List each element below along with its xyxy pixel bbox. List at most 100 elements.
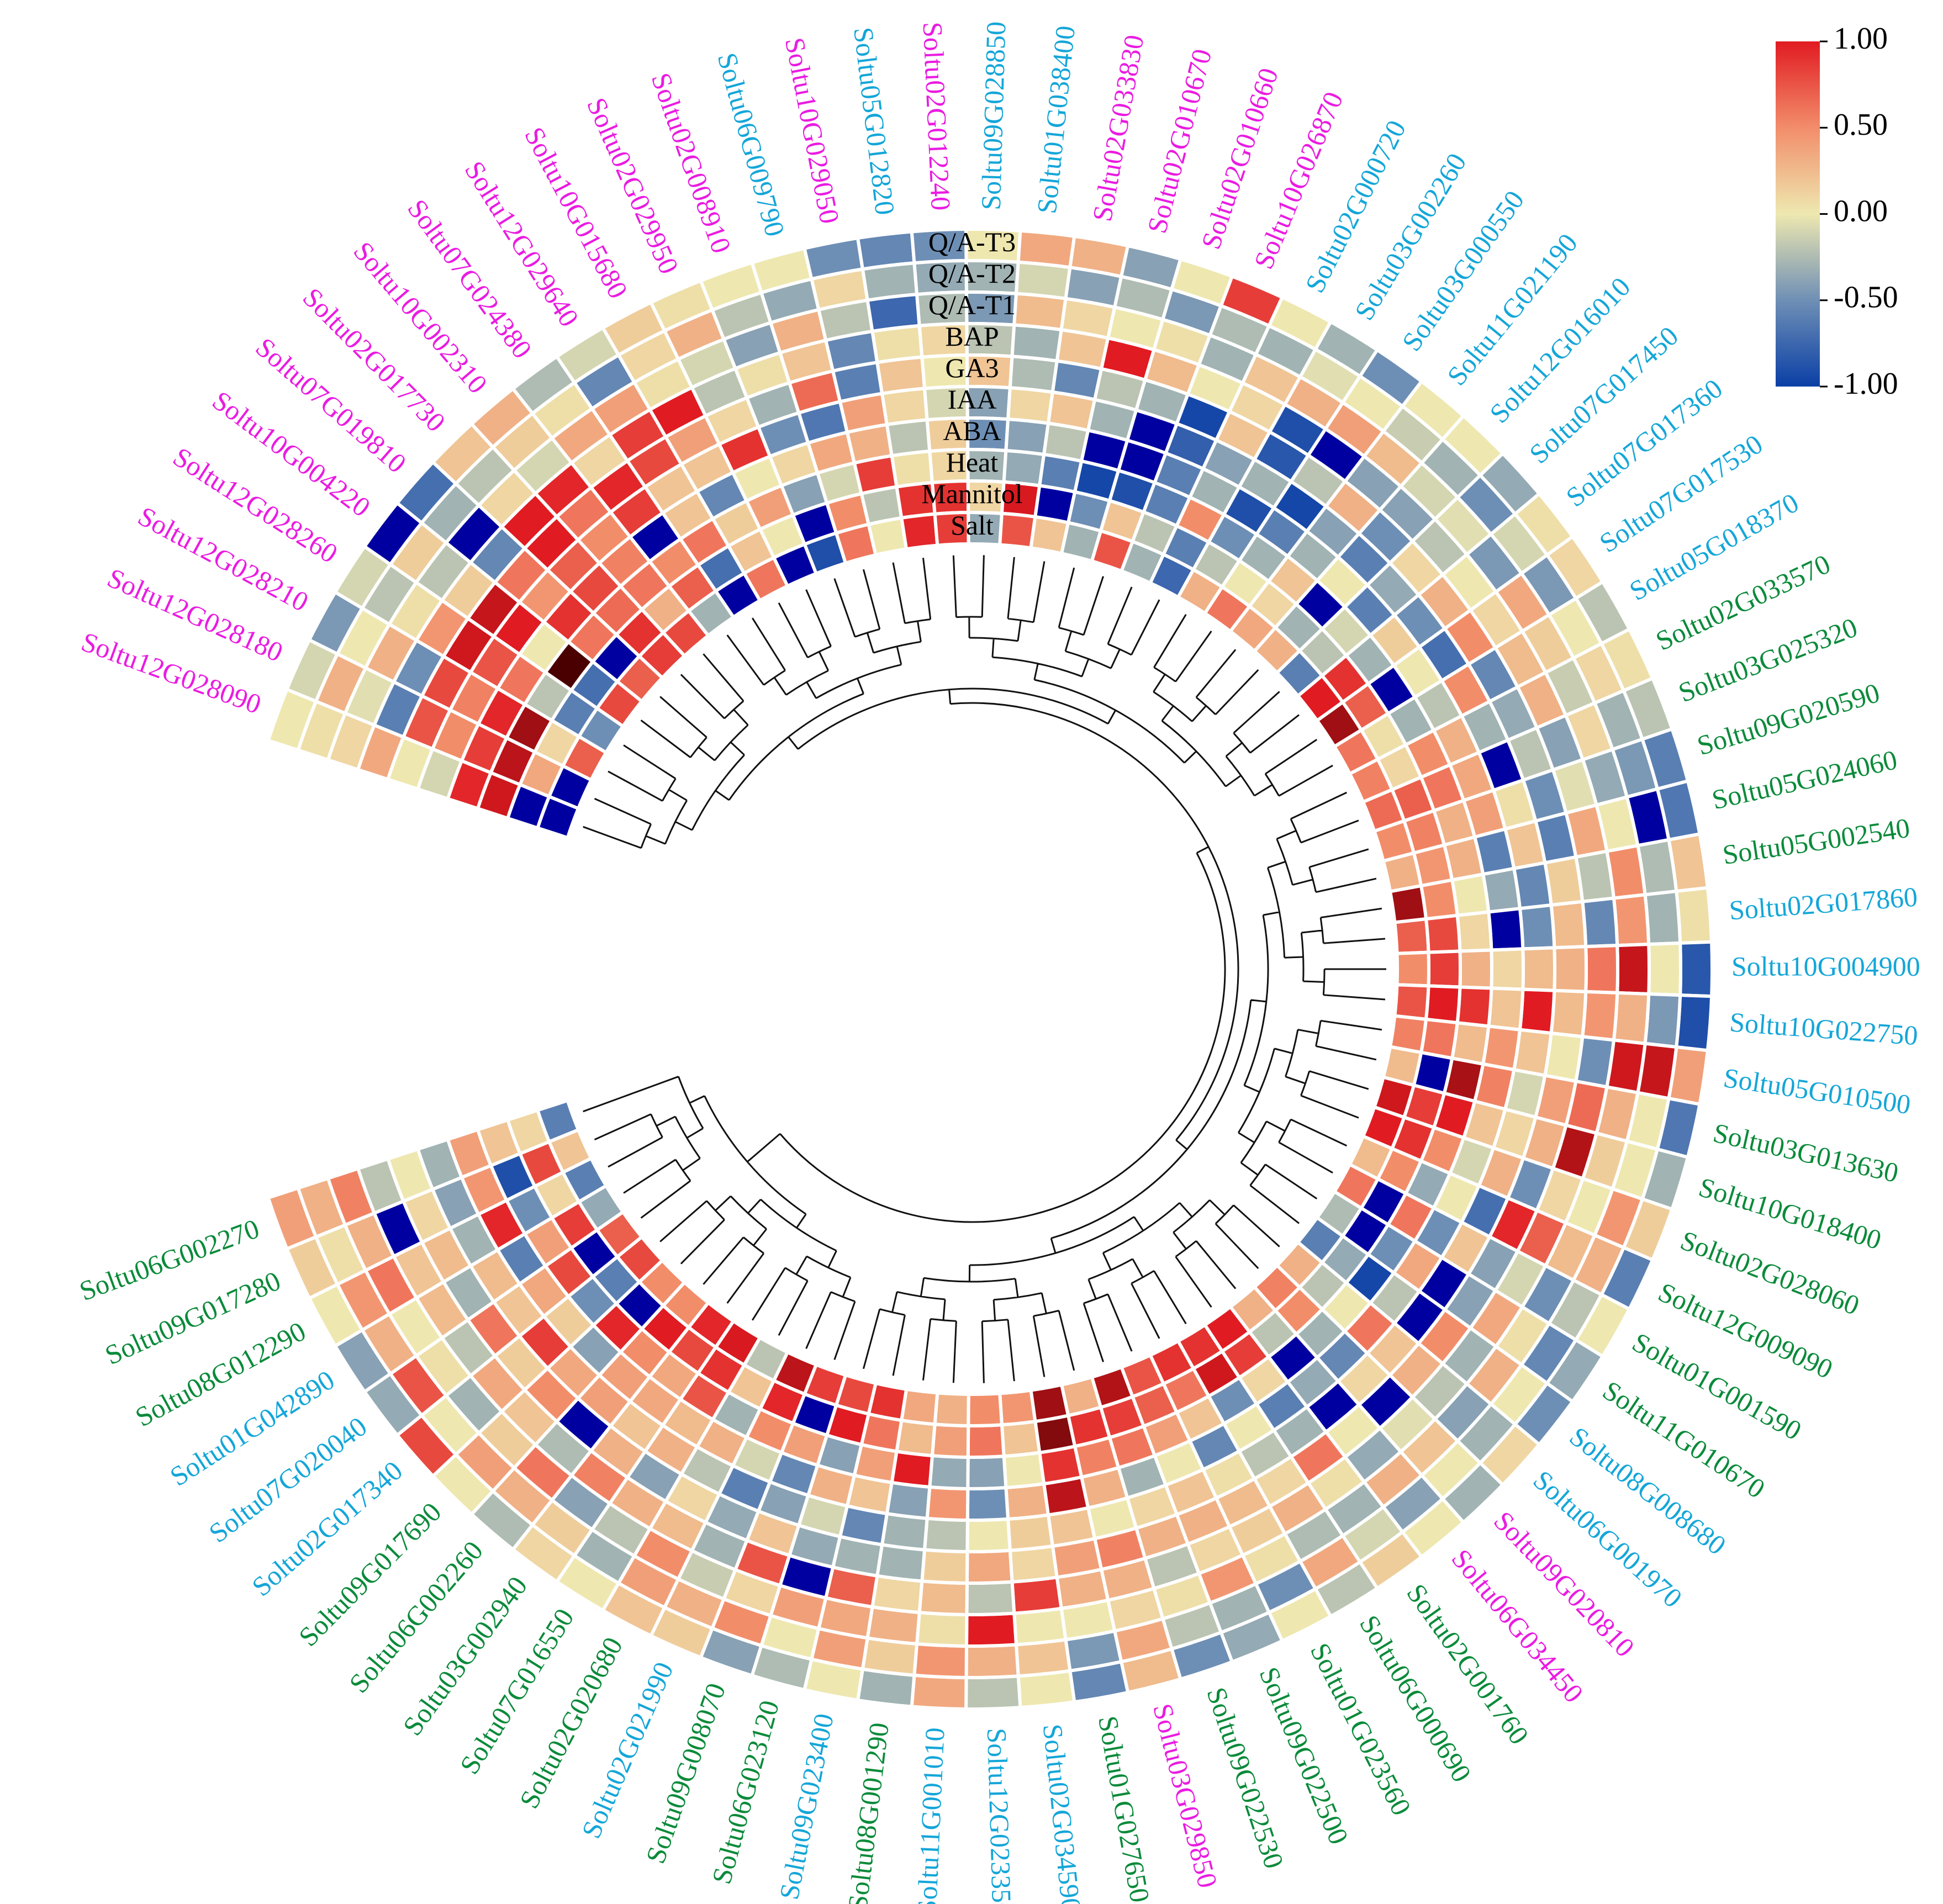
heatmap-cell [1584, 943, 1619, 995]
heatmap-cell [915, 1610, 969, 1648]
heatmap-cell [966, 1423, 1006, 1459]
gene-label: Soltu03G013630 [1710, 1117, 1902, 1188]
heatmap-cell [910, 1673, 968, 1711]
gene-label: Soltu10G029050 [779, 35, 846, 226]
condition-label: ABA [943, 415, 1001, 446]
dendrogram [583, 555, 1386, 1383]
condition-label: Heat [946, 447, 998, 478]
gene-label: Soltu10G022750 [1729, 1006, 1919, 1051]
heatmap-cell [1674, 886, 1714, 945]
heatmap-cell [928, 1453, 970, 1490]
heatmap-cell [1486, 906, 1525, 952]
heatmap-cell [966, 1454, 1008, 1490]
heatmap-cell [1004, 417, 1050, 457]
gene-label: Soltu02G034590 [1037, 1722, 1087, 1904]
heatmap-cell [1674, 993, 1714, 1053]
colorbar-ticks: 1.00 0.50 0.00 -0.50 -1.00 [1820, 22, 1898, 401]
heatmap-cell [1424, 913, 1462, 954]
heatmap-cell [1458, 948, 1494, 990]
condition-label: Mannitol [921, 478, 1022, 509]
condition-label: Salt [951, 510, 994, 541]
heatmap-cell [1549, 988, 1588, 1039]
condition-label: BAP [945, 321, 999, 352]
gene-label: Soltu11G001010 [911, 1727, 951, 1904]
heatmap-cell [925, 1485, 970, 1522]
dendrogram-branches [583, 555, 1386, 1383]
heatmap-cell [1455, 910, 1493, 953]
heatmap-cell [1427, 949, 1462, 989]
heatmap-cell [1455, 985, 1493, 1028]
heatmap-cell [965, 1517, 1012, 1553]
heatmap-cell [895, 1418, 937, 1458]
condition-label: Q/A-T3 [928, 226, 1016, 257]
gene-label: Soltu05G002540 [1720, 812, 1912, 870]
heatmap-cell [1518, 987, 1556, 1035]
colorbar-legend: 1.00 0.50 0.00 -0.50 -1.00 [1776, 22, 1898, 401]
heatmap-cell [933, 1391, 970, 1427]
heatmap-cell [1006, 1513, 1055, 1552]
heatmap-cell [1518, 903, 1556, 951]
condition-label: Q/A-T2 [928, 258, 1016, 289]
heatmap-cell [1395, 950, 1430, 988]
gene-label: Soltu02G017860 [1728, 881, 1919, 926]
colorbar-tick-label: 0.00 [1834, 194, 1888, 228]
heatmap-cell [1643, 889, 1682, 946]
heatmap-cell [998, 1388, 1037, 1427]
colorbar-tick-label: 0.50 [1834, 108, 1888, 142]
heatmap-cell [964, 1674, 1022, 1711]
heatmap-cell [965, 1580, 1016, 1616]
heatmap-cell [1004, 1482, 1050, 1521]
condition-label: IAA [948, 384, 997, 415]
heatmap-cell [1643, 992, 1682, 1049]
heatmap-cell [1388, 884, 1428, 924]
gene-label: Soltu09G023400 [773, 1711, 839, 1902]
condition-labels: Q/A-T3Q/A-T2Q/A-T1BAPGA3IAAABAHeatMannit… [921, 226, 1022, 541]
heatmap-cell [1002, 1451, 1046, 1490]
gene-label: Soltu01G038400 [1031, 24, 1081, 215]
heatmap-cell [1615, 942, 1651, 996]
heatmap-cell [1580, 990, 1619, 1042]
heatmap-cell [1424, 984, 1462, 1025]
gene-label: Soltu02G010670 [1141, 46, 1217, 236]
gene-label: Soltu08G001290 [842, 1721, 895, 1904]
heatmap-cell [1553, 945, 1588, 993]
heatmap-cell [1486, 986, 1525, 1032]
colorbar-tick-label: -0.50 [1834, 281, 1898, 315]
heatmap-cell [922, 1516, 969, 1553]
gene-label: Soltu01G027650 [1092, 1713, 1156, 1904]
heatmap-cell [965, 1485, 1010, 1522]
gene-label: Soltu02G012240 [917, 22, 957, 211]
gene-label: Soltu10G004900 [1731, 950, 1920, 981]
gene-label: Soltu02G033830 [1086, 33, 1150, 224]
gene-label: Soltu05G010500 [1722, 1062, 1913, 1120]
heatmap-cell [917, 1579, 969, 1616]
heatmap-cell [912, 1642, 969, 1679]
heatmap-cell [1029, 1383, 1070, 1424]
heatmap-cell [1521, 946, 1557, 992]
condition-label: GA3 [945, 352, 999, 383]
heatmap-cell [1393, 983, 1430, 1022]
gene-label: Soltu03G029850 [1147, 1700, 1223, 1891]
heatmap-cell [964, 1643, 1020, 1679]
heatmap-cell [899, 512, 939, 551]
heatmap-cell [1678, 940, 1714, 998]
heatmap-cell [967, 1392, 1004, 1427]
colorbar-tick-label: -1.00 [1834, 367, 1898, 401]
condition-label: Q/A-T1 [928, 289, 1016, 320]
heatmap-cells [266, 228, 1714, 1711]
gene-label: Soltu09G028850 [975, 21, 1012, 210]
heatmap-cell [1006, 386, 1055, 425]
heatmap-cell [998, 511, 1037, 550]
heatmap-cell [1000, 1419, 1042, 1458]
heatmap-cell [920, 1548, 969, 1585]
gene-label: Soltu05G012820 [848, 25, 901, 216]
heatmap-cell [1580, 896, 1619, 949]
heatmap-cell [965, 1548, 1014, 1585]
gene-label: Soltu05G024060 [1709, 744, 1900, 815]
heatmap-cell [1393, 917, 1430, 955]
heatmap-cell [535, 1098, 581, 1144]
heatmap-cell [964, 1611, 1018, 1648]
colorbar-tick-label: 1.00 [1834, 22, 1888, 56]
heatmap-cell [1647, 941, 1683, 997]
